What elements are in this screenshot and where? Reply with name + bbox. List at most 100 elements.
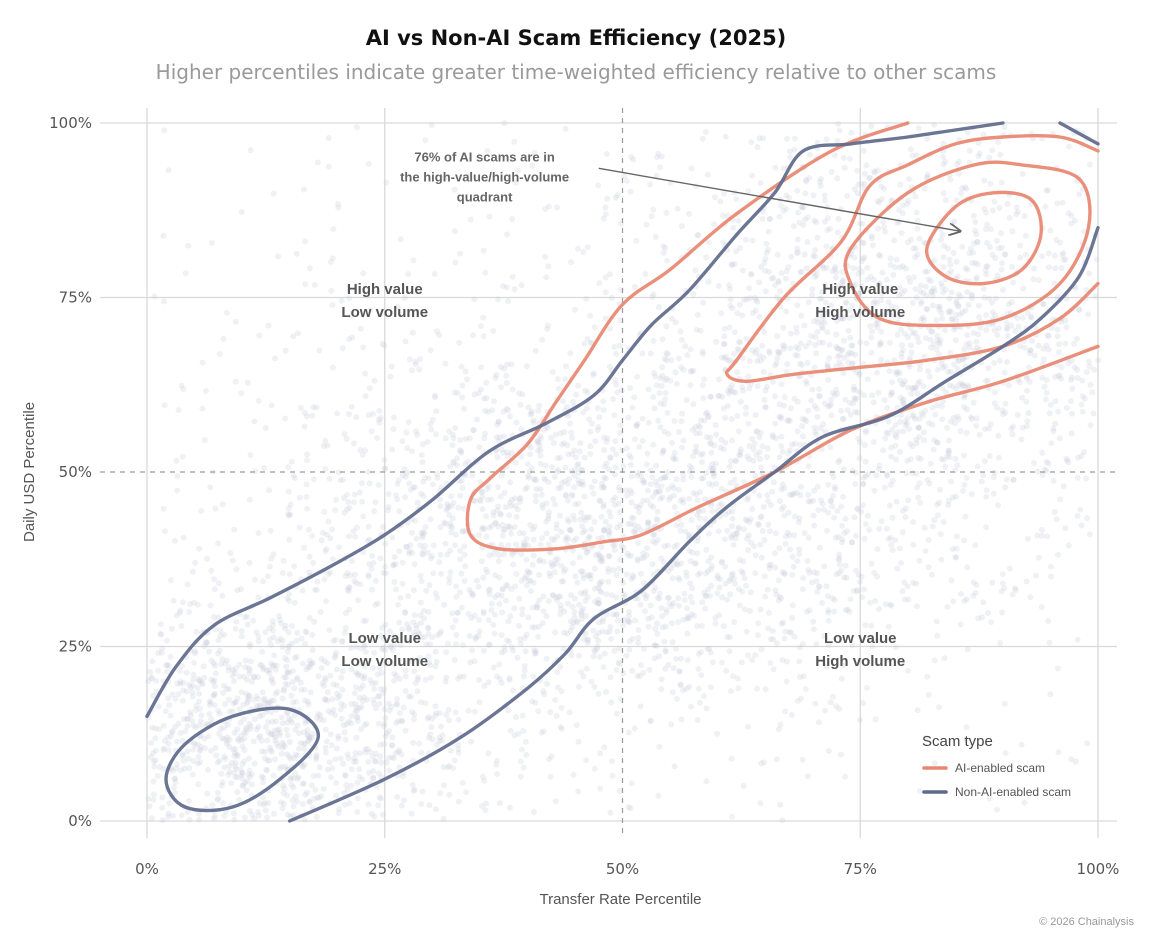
scatter-point xyxy=(239,770,246,776)
scatter-point xyxy=(964,129,971,136)
scatter-point xyxy=(550,592,557,599)
legend-title: Scam type xyxy=(922,733,993,750)
scatter-point xyxy=(232,774,239,781)
scatter-point xyxy=(702,605,708,612)
scatter-point xyxy=(413,428,420,435)
scatter-point xyxy=(226,769,233,775)
scatter-point xyxy=(915,454,922,461)
scatter-point xyxy=(977,324,984,331)
scatter-point xyxy=(325,135,332,141)
scatter-point xyxy=(609,446,616,453)
scatter-point xyxy=(521,575,528,582)
scatter-point xyxy=(838,567,845,574)
scatter-point xyxy=(658,555,665,562)
scatter-point xyxy=(386,767,393,774)
scatter-point xyxy=(872,716,879,723)
scatter-point xyxy=(509,273,516,280)
scatter-point xyxy=(976,150,983,157)
scatter-point xyxy=(285,488,292,495)
scatter-point xyxy=(842,773,849,780)
scatter-point xyxy=(695,422,702,429)
scatter-point xyxy=(194,601,201,608)
scatter-point xyxy=(974,238,981,245)
scatter-point xyxy=(825,748,832,754)
scatter-point xyxy=(411,612,418,619)
scatter-point xyxy=(605,466,612,473)
scatter-point xyxy=(798,203,805,210)
scatter-point xyxy=(459,485,466,491)
scatter-point xyxy=(844,606,851,613)
scatter-point xyxy=(344,751,351,758)
scatter-point xyxy=(986,295,993,302)
scatter-point xyxy=(458,363,465,370)
scatter-point xyxy=(765,625,772,632)
scatter-point xyxy=(761,573,768,580)
scatter-point xyxy=(476,628,483,635)
scatter-point xyxy=(693,448,700,455)
scatter-point xyxy=(801,530,808,536)
scatter-point xyxy=(272,737,279,744)
scatter-point xyxy=(425,631,432,637)
scatter-point xyxy=(600,434,607,441)
scatter-point xyxy=(757,357,764,364)
scatter-point xyxy=(172,775,178,782)
scatter-point xyxy=(207,602,214,609)
scatter-point xyxy=(1055,551,1062,558)
scatter-point xyxy=(511,732,518,739)
scatter-point xyxy=(835,556,842,563)
scatter-point xyxy=(571,484,578,491)
scatter-point xyxy=(749,505,756,512)
scatter-point xyxy=(1044,533,1051,540)
scatter-point xyxy=(511,524,518,530)
scatter-point xyxy=(905,197,912,204)
scatter-point xyxy=(455,746,462,752)
scatter-point xyxy=(364,746,371,753)
scatter-point xyxy=(833,703,839,710)
scatter-point xyxy=(599,555,606,562)
scatter-point xyxy=(814,570,821,577)
scatter-point xyxy=(394,481,401,487)
scatter-point xyxy=(192,648,198,655)
scatter-point xyxy=(798,312,805,319)
scatter-point xyxy=(247,147,254,154)
scatter-point xyxy=(427,555,434,562)
scatter-point xyxy=(974,261,981,268)
scatter-point xyxy=(627,461,634,468)
scatter-point xyxy=(256,713,263,719)
scatter-point xyxy=(641,554,647,561)
scatter-point xyxy=(583,405,590,412)
scatter-point xyxy=(694,511,701,518)
scatter-point xyxy=(805,491,812,498)
scatter-point xyxy=(302,641,309,647)
scatter-point xyxy=(240,673,247,680)
scatter-point xyxy=(734,675,741,682)
scatter-point xyxy=(380,636,387,643)
scatter-point xyxy=(353,124,360,131)
scatter-point xyxy=(772,420,779,427)
scatter-point xyxy=(527,444,534,451)
scatter-point xyxy=(647,481,654,488)
scatter-point xyxy=(174,473,181,480)
scatter-point xyxy=(497,511,504,517)
scatter-point xyxy=(423,587,430,594)
scatter-point xyxy=(739,588,746,595)
scatter-point xyxy=(567,420,574,427)
scatter-point xyxy=(208,239,215,246)
scatter-point xyxy=(759,342,766,349)
scatter-point xyxy=(809,286,816,293)
scatter-point xyxy=(362,649,369,655)
scatter-point xyxy=(196,816,203,823)
scatter-point xyxy=(805,299,812,306)
scatter-point xyxy=(795,209,802,216)
scatter-point xyxy=(773,640,780,647)
scatter-point xyxy=(255,398,262,404)
scatter-point xyxy=(453,631,460,638)
scatter-point xyxy=(690,453,696,460)
scatter-point xyxy=(875,389,882,396)
scatter-point xyxy=(617,522,624,528)
scatter-point xyxy=(284,719,290,726)
scatter-point xyxy=(416,740,423,747)
scatter-point xyxy=(202,745,209,752)
scatter-point xyxy=(225,686,232,693)
scatter-point xyxy=(739,384,746,390)
